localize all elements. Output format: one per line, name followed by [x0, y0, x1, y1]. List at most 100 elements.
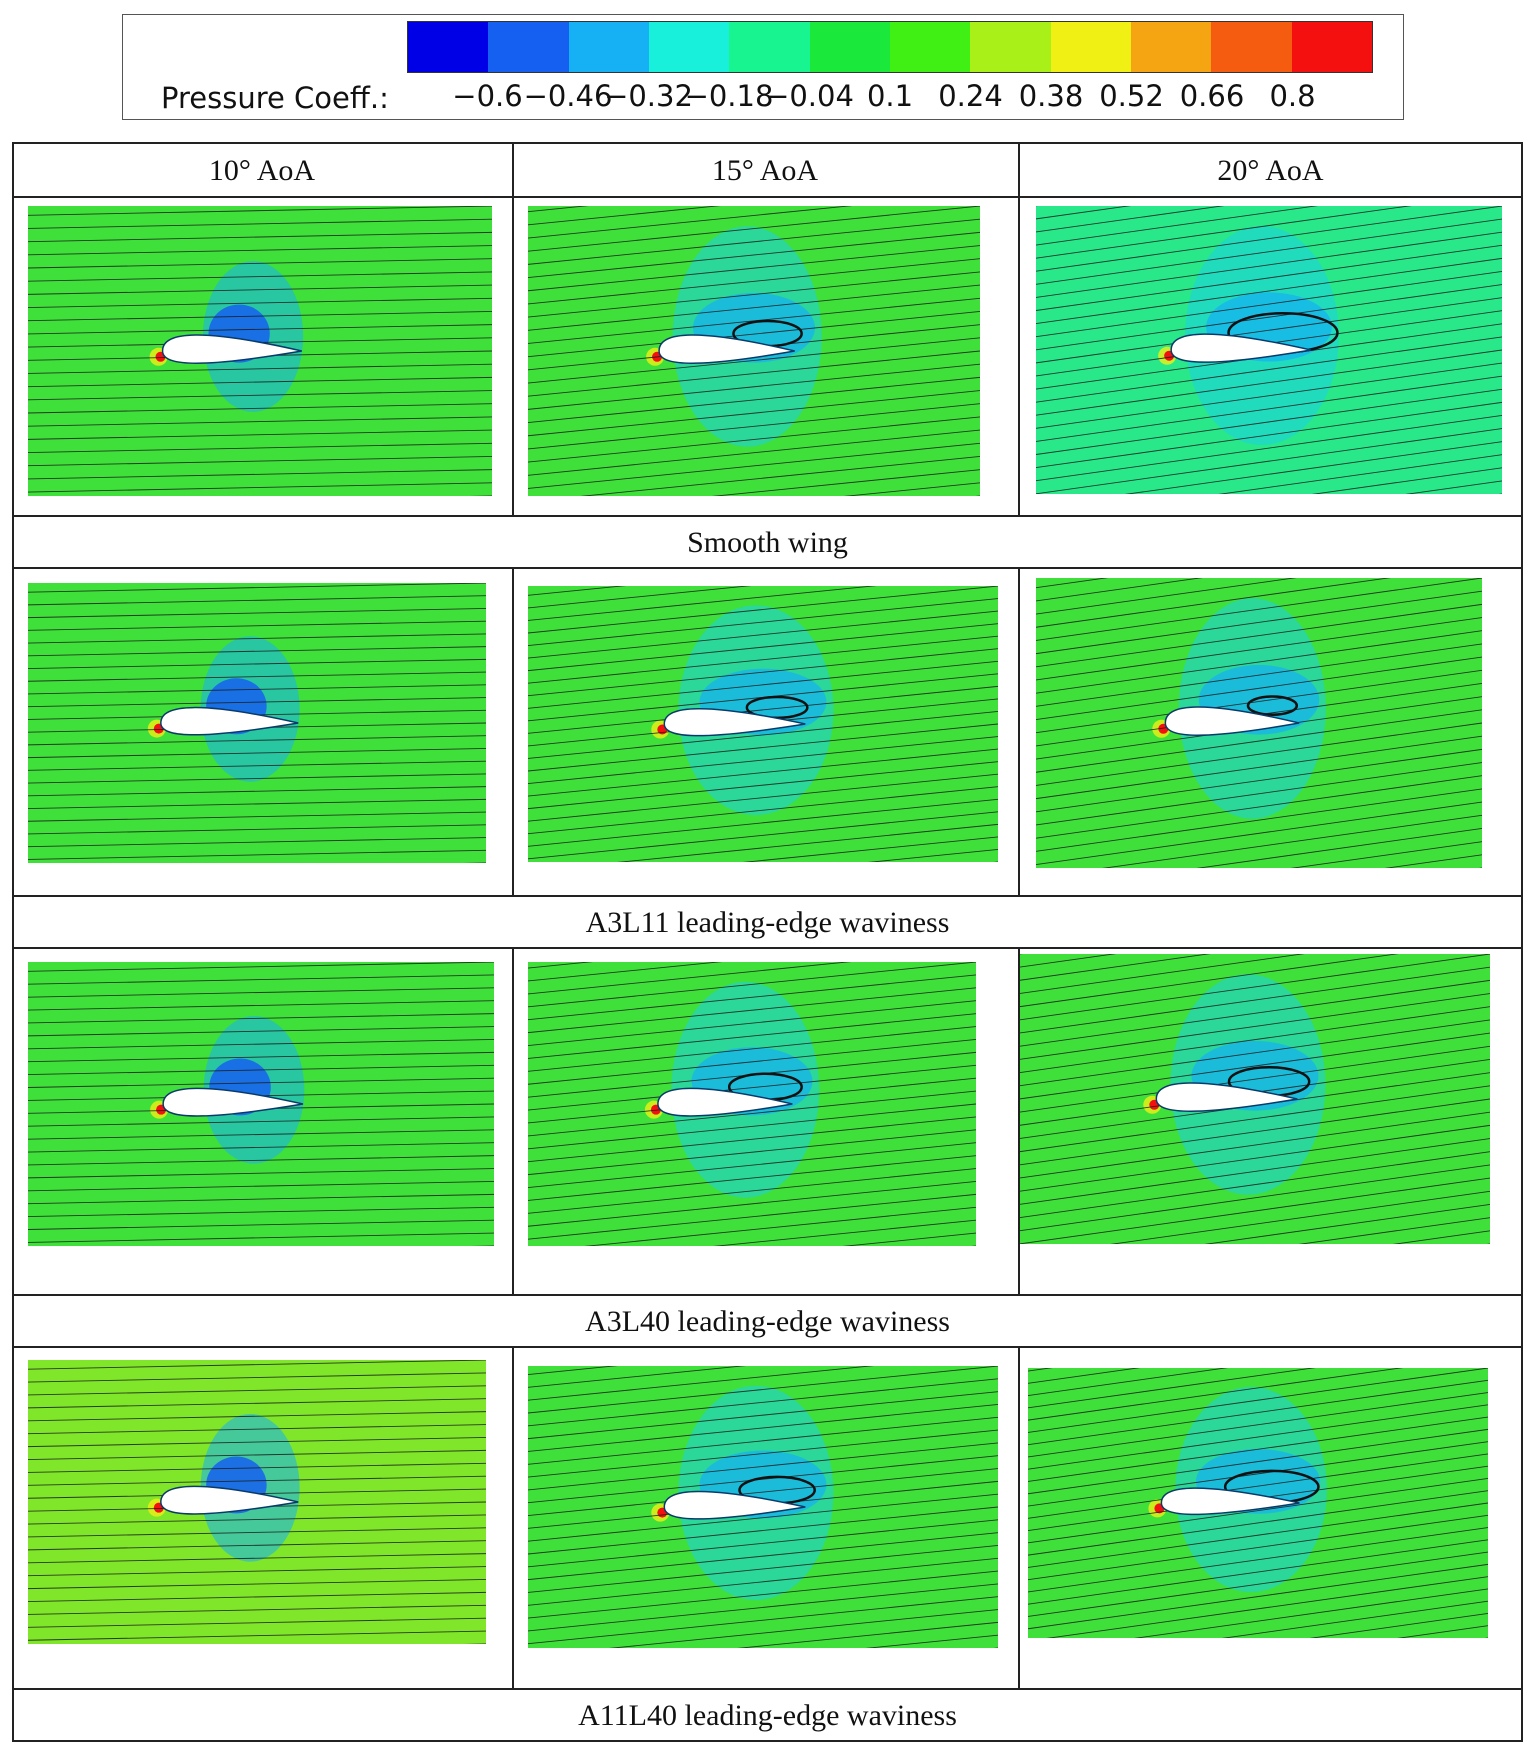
streamline: [528, 1090, 976, 1137]
streamline: [528, 1000, 976, 1046]
colorbar-segment: [568, 22, 649, 72]
streamline: [28, 1039, 494, 1050]
streamline: [528, 711, 998, 759]
airfoil: [1164, 706, 1300, 736]
streamlines: [528, 962, 976, 1246]
column-header-15deg: 15° AoA: [711, 154, 819, 187]
streamline: [28, 1411, 486, 1422]
streamline: [1020, 1098, 1490, 1166]
streamline: [28, 671, 486, 682]
streamline: [1196, 828, 1482, 868]
flow-panel-smooth-15deg: [528, 206, 980, 496]
streamline: [528, 206, 980, 252]
streamline: [28, 271, 492, 282]
streamline: [28, 1077, 494, 1088]
streamline: [28, 974, 494, 985]
streamline: [28, 735, 486, 746]
flow-field-svg: [28, 962, 494, 1246]
flow-panel-a3l40-20deg: [1020, 954, 1490, 1244]
streamline: [1028, 1478, 1488, 1544]
row-caption-smooth: Smooth wing: [687, 526, 848, 559]
streamline: [528, 1545, 998, 1593]
streamline: [28, 1617, 486, 1628]
streamline: [1036, 206, 1225, 233]
streamline: [584, 1206, 976, 1246]
streamline: [528, 376, 980, 424]
streamline: [1020, 954, 1117, 968]
streamline: [28, 1168, 494, 1179]
grid-line: [12, 1740, 1523, 1742]
streamline: [528, 1013, 976, 1059]
grid-line: [12, 196, 1523, 198]
streamline: [28, 231, 492, 243]
streamline: [528, 1039, 976, 1085]
streamline: [28, 390, 492, 401]
flow-panel-a3l40-15deg: [528, 962, 976, 1246]
streamline: [528, 1583, 998, 1632]
streamlines: [1036, 206, 1502, 494]
flow-field-svg: [528, 206, 980, 496]
streamline: [528, 1366, 998, 1414]
streamline: [28, 1116, 494, 1127]
streamline: [528, 1116, 976, 1163]
colorbar-segment: [809, 22, 890, 72]
streamline: [1204, 1204, 1490, 1244]
streamline: [28, 1579, 486, 1590]
streamline: [528, 1366, 618, 1375]
colorbar-tick-label: 0.8: [1269, 79, 1316, 113]
streamline: [1397, 1625, 1488, 1638]
streamline: [1020, 954, 1400, 1008]
colorbar-segment: [1291, 22, 1372, 72]
streamline: [528, 773, 998, 822]
streamline: [1020, 954, 1305, 994]
airfoil: [161, 334, 302, 364]
streamline: [28, 1566, 486, 1577]
colorbar-tick-label: 0.24: [938, 79, 1003, 113]
streamline: [528, 598, 998, 646]
streamline: [1036, 578, 1482, 641]
streamline: [28, 311, 492, 322]
streamline: [1036, 206, 1502, 272]
streamline: [528, 1455, 998, 1504]
streamline: [28, 1193, 494, 1205]
streamline: [528, 403, 980, 450]
airfoil: [1170, 333, 1312, 363]
streamline: [28, 595, 486, 606]
streamline: [28, 1540, 486, 1551]
flow-field-svg: [1036, 578, 1482, 868]
streamline: [865, 1634, 998, 1648]
streamline: [528, 1442, 998, 1491]
flow-panel-smooth-10deg: [28, 206, 492, 496]
streamline: [528, 350, 980, 397]
flow-field-svg: [28, 206, 492, 496]
streamline: [1028, 1368, 1404, 1421]
streamline: [1036, 630, 1482, 694]
streamline: [1020, 1138, 1490, 1205]
streamline: [528, 962, 852, 995]
streamline: [1028, 1392, 1488, 1458]
streamline: [1036, 578, 1392, 628]
streamline: [28, 1026, 494, 1037]
streamline: [28, 987, 494, 998]
streamline: [1036, 775, 1482, 839]
streamline: [28, 1604, 486, 1615]
streamline: [28, 403, 492, 414]
streamline: [528, 1493, 998, 1542]
colorbar-tick-label: −0.32: [604, 79, 693, 113]
grid-line: [1018, 947, 1020, 1294]
streamline: [528, 1103, 976, 1150]
streamline: [28, 583, 486, 593]
streamline: [1036, 617, 1482, 681]
streamline: [528, 610, 998, 659]
streamline: [1036, 206, 1319, 246]
grid-line: [1018, 142, 1020, 515]
streamline: [28, 1591, 486, 1602]
streamline: [28, 1232, 494, 1243]
streamline: [28, 1129, 494, 1140]
colorbar-segment: [648, 22, 730, 72]
streamline: [1036, 735, 1482, 800]
streamline: [528, 1142, 976, 1188]
grid-line: [512, 567, 514, 895]
streamline: [1036, 284, 1502, 351]
streamline: [1020, 1045, 1490, 1113]
